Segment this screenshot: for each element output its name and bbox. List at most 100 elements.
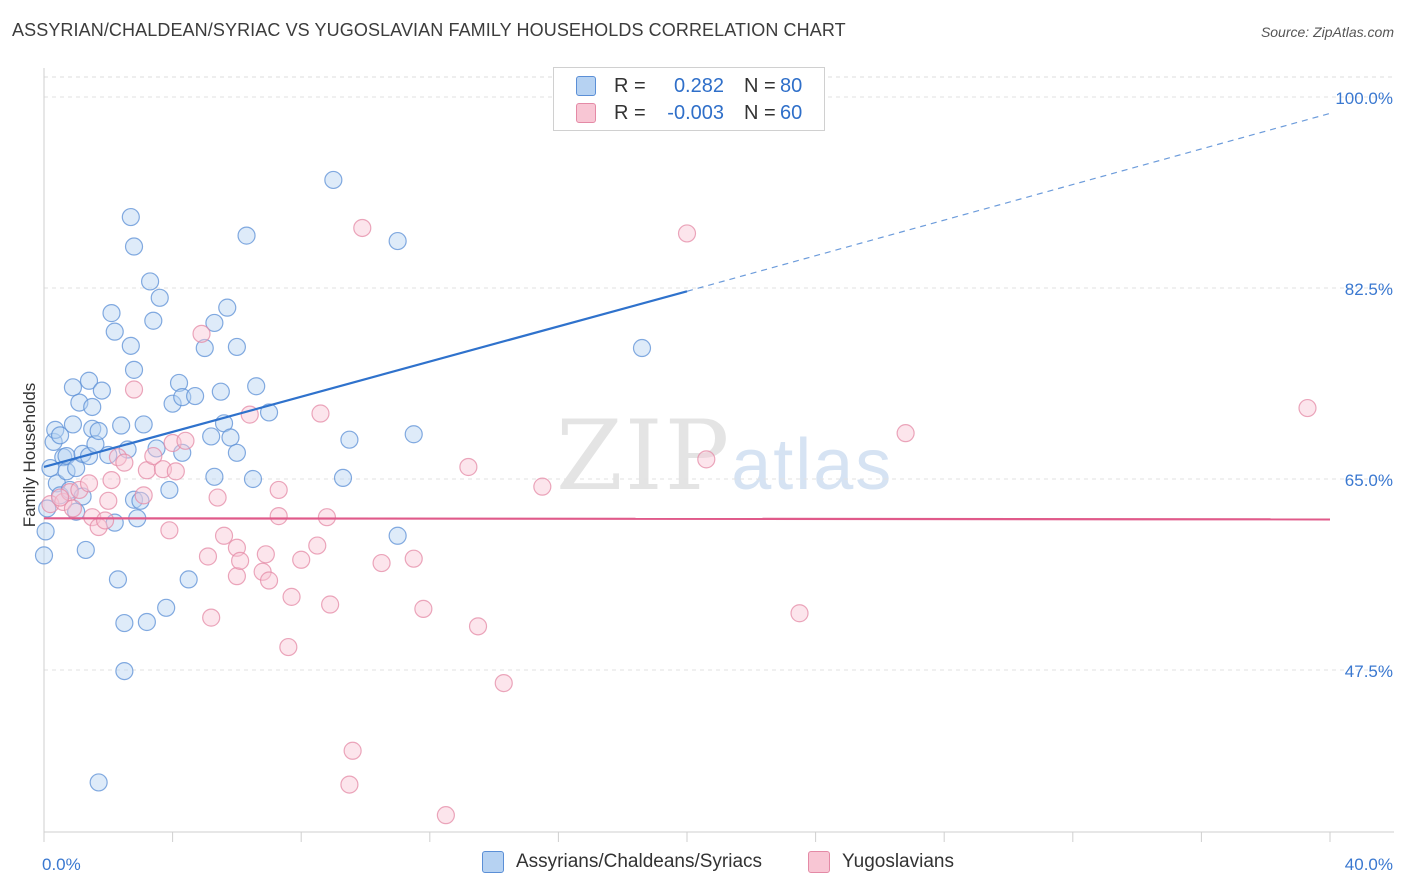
point-yugoslavian [50, 488, 70, 507]
point-assyrian [632, 338, 652, 358]
point-assyrian [388, 526, 407, 545]
point-assyrian [57, 462, 76, 481]
r-label: R = [614, 74, 646, 97]
point-assyrian [124, 360, 144, 379]
point-yugoslavian [79, 474, 99, 493]
point-assyrian [89, 421, 108, 441]
point-yugoslavian [259, 571, 279, 590]
point-yugoslavian [99, 491, 118, 510]
point-yugoslavian [372, 553, 391, 573]
point-assyrian [221, 428, 240, 447]
stats-legend: R = 0.282 N = 80 R = -0.003 N = 60 [553, 67, 825, 131]
point-yugoslavian [321, 595, 340, 614]
point-assyrian [140, 272, 160, 291]
point-yugoslavian [214, 526, 234, 545]
point-assyrian [92, 381, 111, 400]
point-yugoslavian [144, 446, 163, 466]
point-assyrian [205, 467, 224, 486]
point-assyrian [105, 322, 124, 341]
point-yugoslavian [404, 549, 423, 568]
point-yugoslavian [208, 488, 227, 507]
point-assyrian [108, 570, 128, 589]
trend-line-assyrian-extension [686, 112, 1331, 292]
point-assyrian [63, 415, 83, 434]
point-assyrian [124, 237, 144, 256]
y-tick-label: 65.0% [1345, 471, 1393, 490]
point-assyrian [340, 430, 359, 449]
n-value: 60 [780, 101, 803, 124]
series-legend: Assyrians/Chaldeans/Syriacs Yugoslavians [0, 851, 1406, 879]
r-value: 0.282 [673, 74, 724, 97]
point-yugoslavian [1298, 398, 1317, 418]
point-assyrian [202, 427, 221, 446]
point-yugoslavian [166, 462, 185, 481]
point-yugoslavian [63, 499, 83, 518]
legend-label: Assyrians/Chaldeans/Syriacs [516, 851, 763, 872]
watermark-atlas: atlas [731, 425, 894, 505]
point-assyrian [205, 313, 224, 333]
point-yugoslavian [459, 457, 478, 477]
r-label: R = [614, 101, 646, 124]
point-yugoslavian [115, 453, 134, 472]
point-yugoslavian [697, 450, 716, 469]
point-assyrian [102, 304, 121, 323]
blue-swatch [576, 76, 596, 96]
point-assyrian [173, 443, 192, 462]
point-yugoslavian [202, 608, 221, 627]
point-yugoslavian [227, 567, 246, 586]
point-yugoslavian [896, 424, 915, 443]
n-value: 80 [780, 74, 803, 97]
point-yugoslavian [790, 604, 809, 623]
x-tick-label: 0.0% [42, 855, 81, 874]
point-assyrian [227, 337, 246, 357]
point-assyrian [137, 612, 156, 632]
point-assyrian [186, 386, 205, 406]
point-assyrian [404, 425, 423, 444]
point-yugoslavian [494, 673, 513, 693]
blue-swatch [482, 851, 504, 873]
point-yugoslavian [192, 324, 211, 343]
trend-line-yugoslavian [43, 517, 1331, 521]
point-assyrian [150, 288, 169, 307]
point-yugoslavian [340, 775, 359, 794]
point-assyrian [76, 540, 95, 560]
point-yugoslavian [677, 224, 697, 243]
pink-swatch [808, 851, 830, 873]
point-yugoslavian [134, 486, 153, 505]
legend-item-assyrians: Assyrians/Chaldeans/Syriacs [482, 851, 762, 873]
point-yugoslavian [317, 508, 337, 527]
point-assyrian [163, 394, 182, 413]
watermark-zip: ZIP [556, 400, 732, 512]
point-yugoslavian [256, 545, 275, 564]
point-yugoslavian [308, 536, 327, 555]
point-yugoslavian [436, 806, 455, 825]
stats-row-blue: R = 0.282 N = 80 [576, 73, 802, 99]
point-assyrian [89, 773, 108, 792]
point-assyrian [237, 226, 256, 245]
point-yugoslavian [231, 551, 250, 570]
point-yugoslavian [282, 587, 301, 606]
point-yugoslavian [292, 550, 311, 569]
legend-label: Yugoslavians [842, 851, 954, 872]
point-assyrian [121, 207, 140, 227]
point-assyrian [218, 298, 237, 317]
y-tick-label: 82.5% [1345, 280, 1393, 299]
point-assyrian [333, 468, 353, 488]
y-axis-label: Family Households [20, 383, 39, 528]
point-yugoslavian [70, 480, 89, 500]
pink-swatch [576, 103, 596, 123]
point-assyrian [36, 522, 55, 541]
point-yugoslavian [102, 470, 121, 490]
point-yugoslavian [176, 431, 195, 450]
point-assyrian [144, 311, 163, 330]
point-assyrian [169, 373, 189, 393]
point-assyrian [160, 480, 179, 500]
point-assyrian [324, 170, 343, 190]
n-label: N = [744, 74, 776, 97]
point-assyrian [259, 403, 279, 422]
legend-item-yugoslavians: Yugoslavians [808, 851, 954, 873]
point-assyrian [50, 426, 70, 445]
point-assyrian [79, 371, 99, 390]
point-assyrian [34, 546, 54, 565]
